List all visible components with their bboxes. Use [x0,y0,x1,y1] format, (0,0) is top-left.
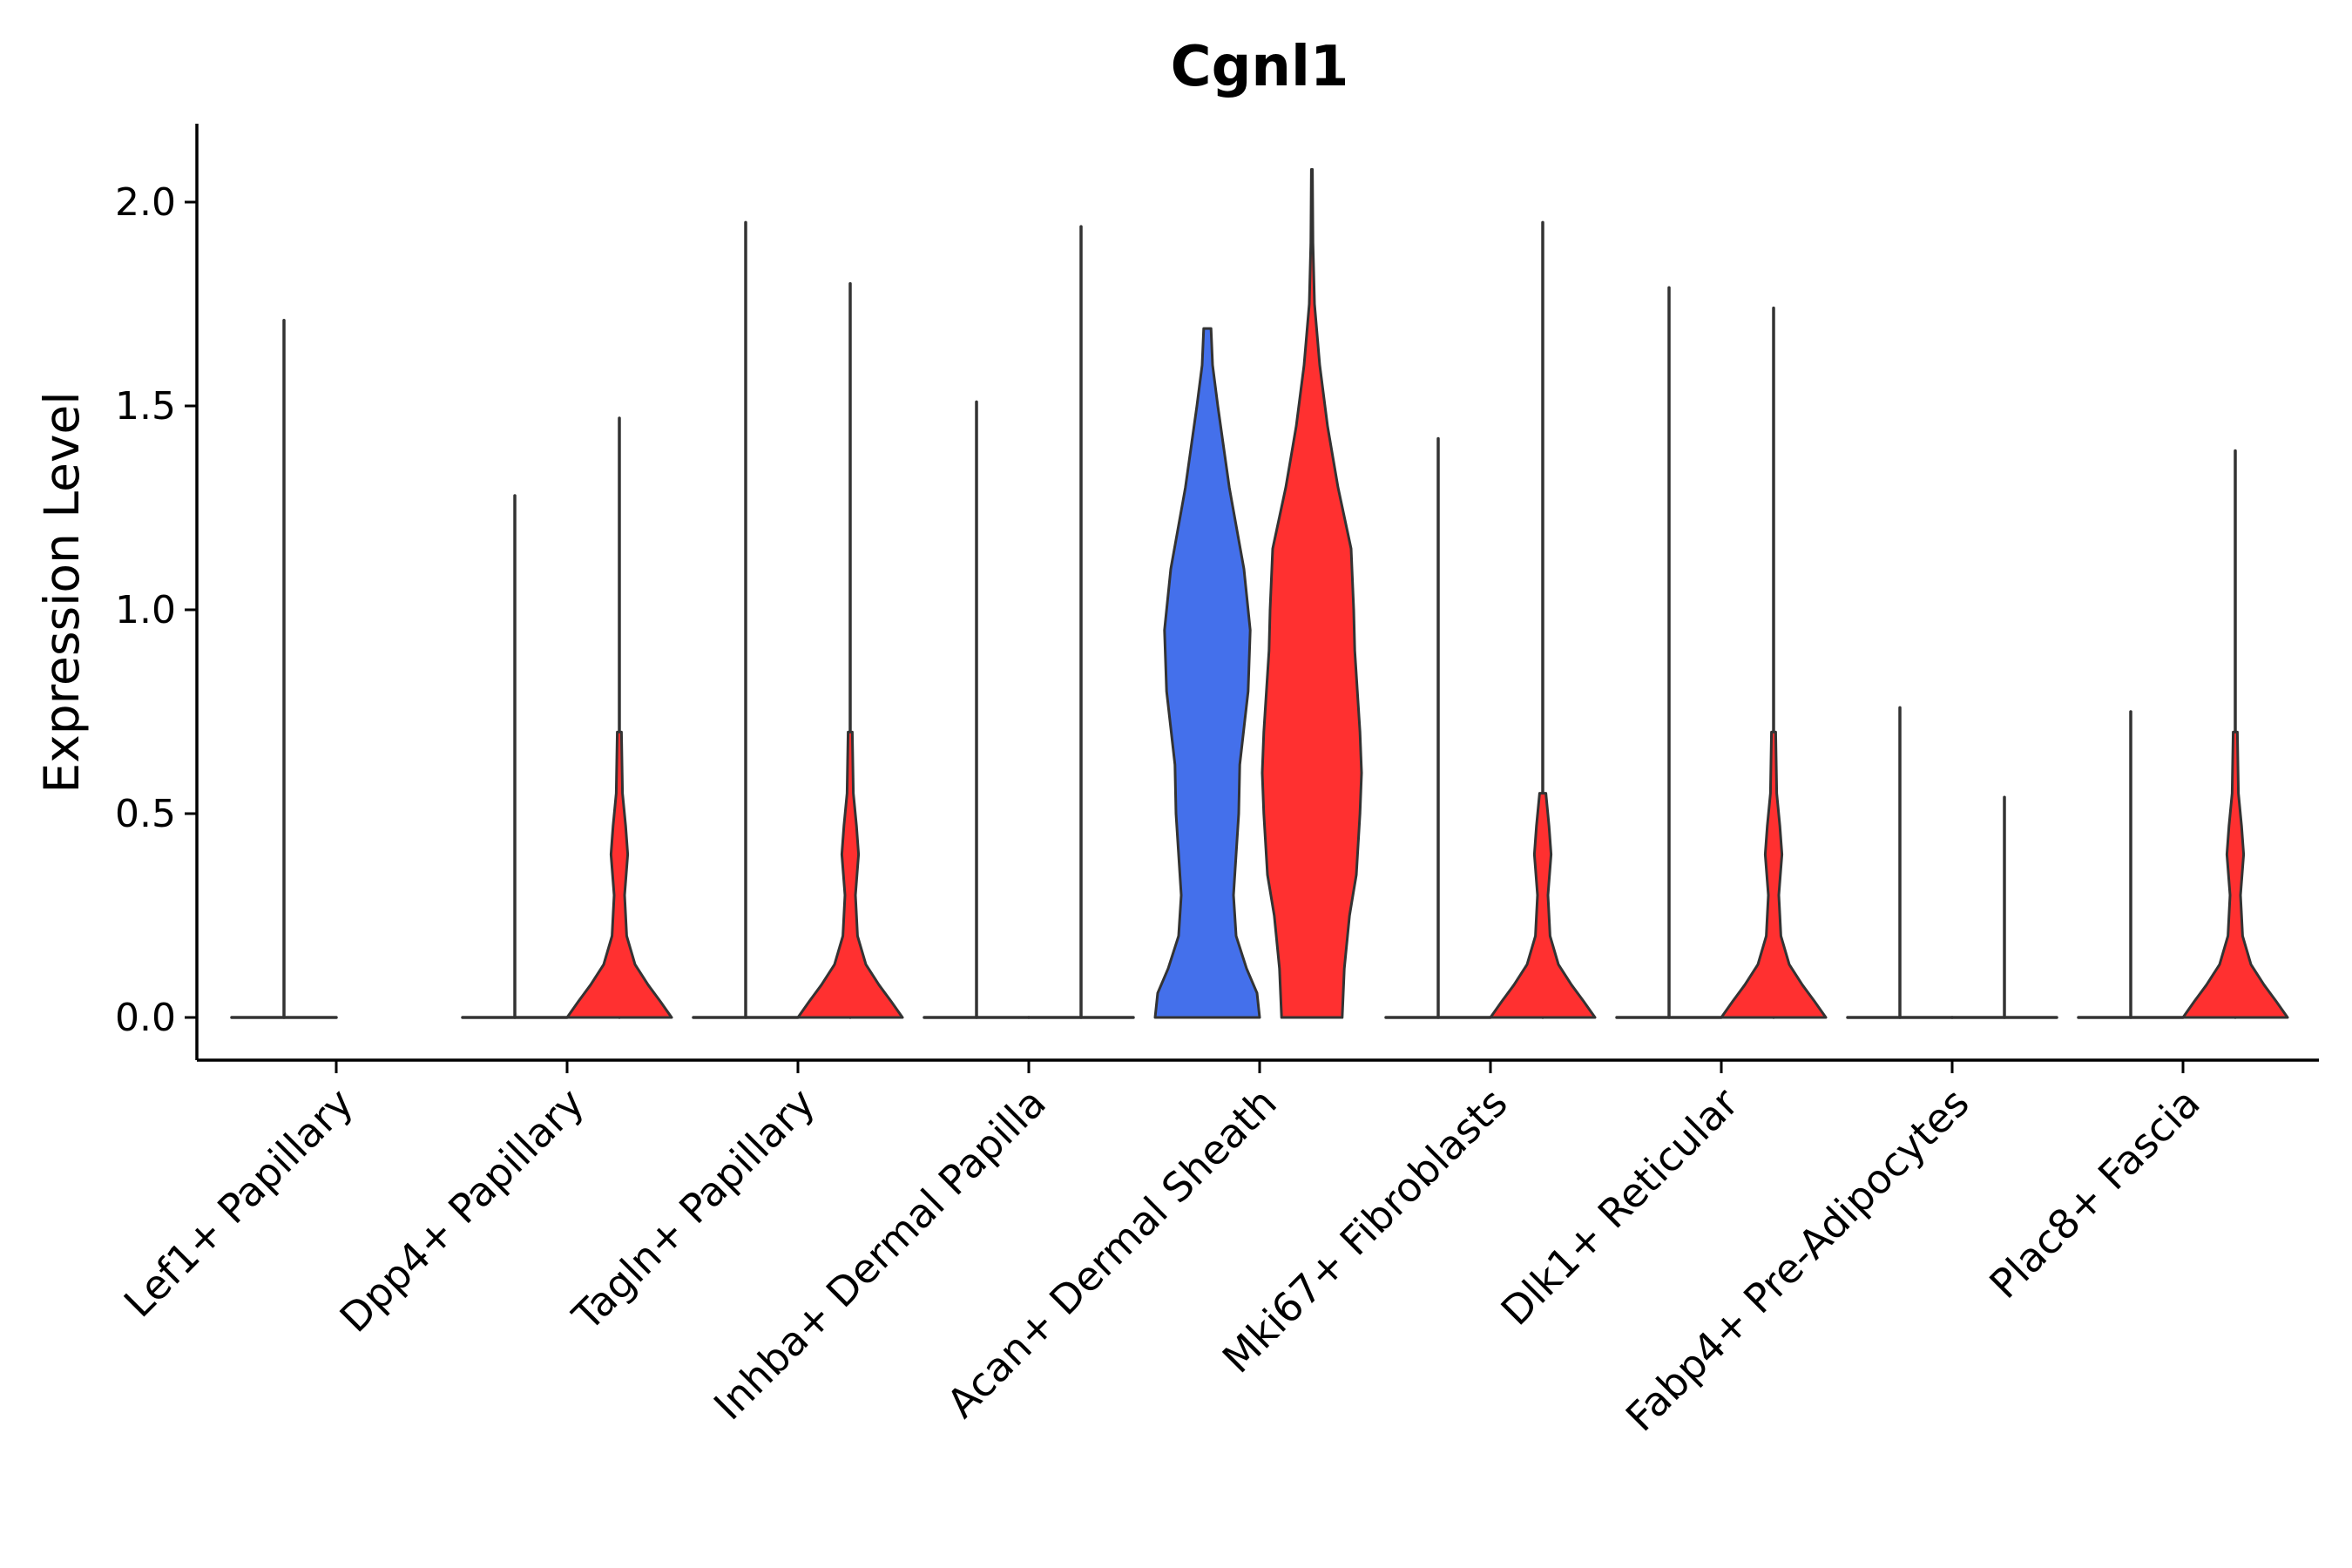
y-tick-label: 0.0 [115,996,176,1040]
violins-layer [230,168,2289,1019]
x-tick-label: Lef1+ Papillary [115,1079,362,1327]
chart-title: Cgnl1 [1171,35,1349,99]
violin-shape [1720,730,1828,1019]
violin-shape [565,730,673,1019]
x-tick-label: Tagln+ Papillary [563,1079,824,1341]
violin-shape [796,730,904,1019]
y-tick-label: 0.5 [115,792,176,836]
y-axis-label: Expression Level [34,391,90,793]
y-tick-label: 2.0 [115,180,176,225]
x-tick-label: Dpp4+ Papillary [331,1079,593,1342]
violin-shape [2181,730,2289,1019]
violin-shape [1260,168,1363,1019]
x-tick-label: Dlk1+ Reticular [1492,1079,1747,1335]
y-tick-label: 1.5 [115,384,176,429]
violin-shape [1489,792,1597,1019]
y-tick-label: 1.0 [115,588,176,632]
violin-shape [1153,327,1261,1019]
x-tick-label: Plac8+ Fascia [1980,1079,2208,1308]
